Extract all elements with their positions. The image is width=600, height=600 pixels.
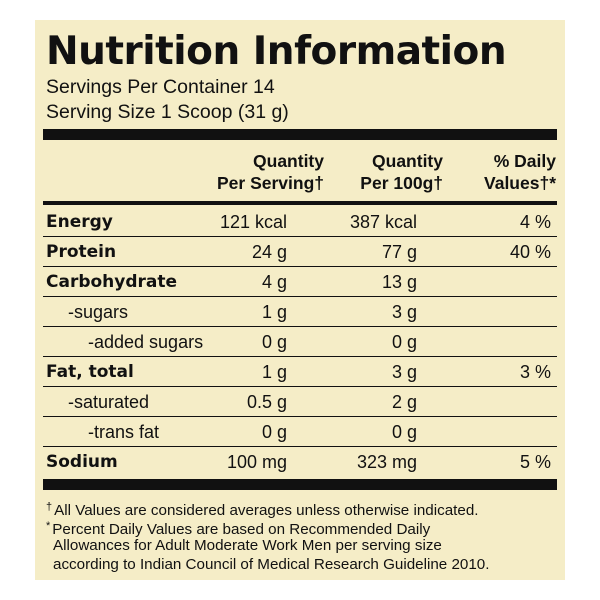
header-daily-values-line1: % Daily bbox=[493, 151, 556, 171]
row-divider bbox=[43, 236, 557, 237]
per-100g-value: 323 mg bbox=[356, 452, 417, 472]
table-row: Protein 24 g 77 g 40 % bbox=[43, 237, 557, 267]
star-symbol: * bbox=[46, 520, 51, 532]
daily-value: 4 % bbox=[519, 212, 551, 232]
table-row: Sodium 100 mg 323 mg 5 % bbox=[43, 447, 557, 477]
row-label: -sugars bbox=[68, 302, 129, 322]
per-100g-value: 0 g bbox=[391, 332, 417, 352]
serving-size: Serving Size 1 Scoop (31 g) bbox=[46, 101, 289, 123]
per-serving-value: 24 g bbox=[251, 242, 287, 262]
star-text-line1: Percent Daily Values are based on Recomm… bbox=[52, 521, 431, 538]
daily-value: 5 % bbox=[519, 452, 551, 472]
per-100g-value: 2 g bbox=[391, 392, 417, 412]
header-per-100g-line2: Per 100g† bbox=[360, 173, 443, 193]
table-row: -trans fat 0 g 0 g bbox=[43, 417, 557, 447]
row-divider bbox=[43, 446, 557, 447]
table-row: Fat, total 1 g 3 g 3 % bbox=[43, 357, 557, 387]
row-label: -trans fat bbox=[88, 422, 160, 442]
thick-divider bbox=[43, 129, 557, 140]
daily-value: 40 % bbox=[509, 242, 551, 262]
per-100g-value: 3 g bbox=[391, 362, 417, 382]
table-row: Energy 121 kcal 387 kcal 4 % bbox=[43, 207, 557, 237]
header-divider bbox=[43, 201, 557, 205]
row-divider bbox=[43, 296, 557, 297]
header-daily-values-line2: Values†* bbox=[484, 173, 556, 193]
row-divider bbox=[43, 416, 557, 417]
row-label: Protein bbox=[46, 242, 117, 262]
footnote-dagger: † All Values are considered averages unle… bbox=[46, 498, 479, 520]
per-100g-value: 3 g bbox=[391, 302, 417, 322]
per-serving-value: 0 g bbox=[261, 332, 287, 352]
row-divider bbox=[43, 356, 557, 357]
panel-title: Nutrition Information bbox=[46, 29, 507, 74]
header-per-serving: Quantity Per Serving† bbox=[217, 150, 324, 194]
footnote-star: * Percent Daily Values are based on Recom… bbox=[46, 517, 430, 539]
servings-per-container: Servings Per Container 14 bbox=[46, 76, 275, 98]
per-serving-value: 121 kcal bbox=[219, 212, 287, 232]
row-label: Fat, total bbox=[46, 362, 134, 382]
header-daily-values: % Daily Values†* bbox=[484, 150, 556, 194]
table-row: -added sugars 0 g 0 g bbox=[43, 327, 557, 357]
per-serving-value: 1 g bbox=[261, 362, 287, 382]
per-100g-value: 13 g bbox=[381, 272, 417, 292]
header-per-100g-line1: Quantity bbox=[372, 151, 443, 171]
table-row: -sugars 1 g 3 g bbox=[43, 297, 557, 327]
per-100g-value: 387 kcal bbox=[349, 212, 417, 232]
table-row: Carbohydrate 4 g 13 g bbox=[43, 267, 557, 297]
row-label: -saturated bbox=[68, 392, 150, 412]
per-serving-value: 1 g bbox=[261, 302, 287, 322]
row-divider bbox=[43, 326, 557, 327]
header-per-serving-line2: Per Serving† bbox=[217, 173, 324, 193]
row-label: Carbohydrate bbox=[46, 272, 178, 292]
per-serving-value: 0.5 g bbox=[246, 392, 287, 412]
per-100g-value: 77 g bbox=[381, 242, 417, 262]
row-label: -added sugars bbox=[88, 332, 204, 352]
footnote-star-line2: Allowances for Adult Moderate Work Men p… bbox=[53, 537, 442, 554]
per-serving-value: 4 g bbox=[261, 272, 287, 292]
header-per-serving-line1: Quantity bbox=[253, 151, 324, 171]
daily-value: 3 % bbox=[519, 362, 551, 382]
table-row: -saturated 0.5 g 2 g bbox=[43, 387, 557, 417]
row-divider bbox=[43, 386, 557, 387]
row-label: Sodium bbox=[46, 452, 118, 472]
dagger-text: All Values are considered averages unles… bbox=[54, 502, 479, 519]
row-divider bbox=[43, 266, 557, 267]
header-per-100g: Quantity Per 100g† bbox=[360, 150, 443, 194]
row-label: Energy bbox=[46, 212, 113, 232]
per-serving-value: 0 g bbox=[261, 422, 287, 442]
dagger-symbol: † bbox=[46, 501, 53, 513]
footnote-star-line3: according to Indian Council of Medical R… bbox=[53, 556, 490, 573]
per-100g-value: 0 g bbox=[391, 422, 417, 442]
nutrition-panel: Nutrition Information Servings Per Conta… bbox=[35, 20, 565, 580]
thick-divider-bottom bbox=[43, 479, 557, 490]
per-serving-value: 100 mg bbox=[226, 452, 287, 472]
